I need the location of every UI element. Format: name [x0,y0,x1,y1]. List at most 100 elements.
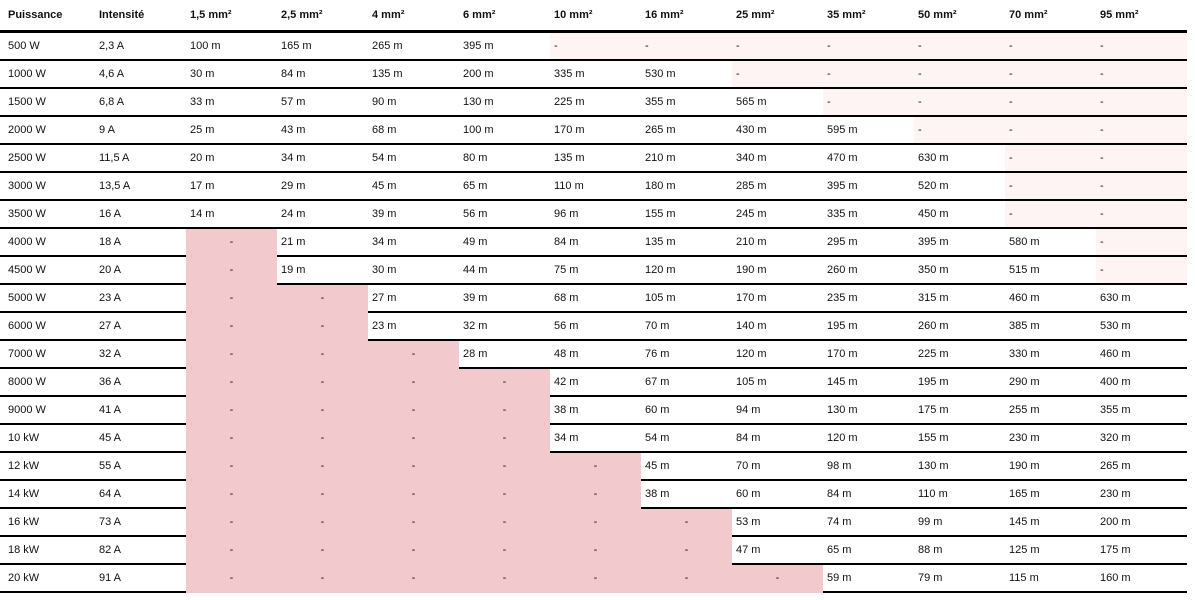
current-cell: 91 A [95,564,186,593]
column-header: 95 mm² [1096,0,1187,33]
length-cell: 39 m [368,200,459,229]
length-cell: 245 m [732,200,823,229]
not-needed-cell: - [1096,31,1187,61]
length-cell: 99 m [914,508,1005,537]
unavailable-cell: - [186,368,277,397]
length-cell: 110 m [914,480,1005,509]
length-cell: 630 m [914,144,1005,173]
unavailable-cell: - [732,564,823,593]
power-cell: 1000 W [0,60,95,89]
length-cell: 295 m [823,228,914,257]
table-row: 9000 W 41 A - - - -38 m 60 m 94 m 130 m 175 m 255 … [0,396,1187,425]
length-cell: 27 m [368,284,459,313]
unavailable-cell: - [459,480,550,509]
unavailable-cell: - [277,284,368,313]
length-cell: 23 m [368,312,459,341]
length-cell: 45 m [368,172,459,201]
current-cell: 55 A [95,452,186,481]
unavailable-cell: - [277,424,368,453]
length-cell: 49 m [459,228,550,257]
current-cell: 82 A [95,536,186,565]
not-needed-cell: - [914,116,1005,145]
not-needed-cell: - [1005,31,1096,61]
length-cell: 53 m [732,508,823,537]
length-cell: 285 m [732,172,823,201]
unavailable-cell: - [641,508,732,537]
length-cell: 130 m [914,452,1005,481]
power-cell: 18 kW [0,536,95,565]
table-row: 18 kW 82 A - - - - - -47 m 65 m 88 m 125 m 175 m [0,536,1187,565]
unavailable-cell: - [368,536,459,565]
length-cell: 470 m [823,144,914,173]
length-cell: 565 m [732,88,823,117]
length-cell: 24 m [277,200,368,229]
table-row: 10 kW 45 A - - - -34 m 54 m 84 m 120 m 155 m 230 m… [0,424,1187,453]
unavailable-cell: - [277,340,368,369]
current-cell: 6,8 A [95,88,186,117]
length-cell: 42 m [550,368,641,397]
power-cell: 3500 W [0,200,95,229]
unavailable-cell: - [459,452,550,481]
not-needed-cell: - [1005,116,1096,145]
not-needed-cell: - [641,31,732,61]
power-cell: 9000 W [0,396,95,425]
unavailable-cell: - [459,396,550,425]
unavailable-cell: - [641,536,732,565]
table-row: 20 kW 91 A - - - - - - -59 m 79 m 115 m 160 m [0,564,1187,593]
length-cell: 20 m [186,144,277,173]
length-cell: 120 m [732,340,823,369]
length-cell: 70 m [641,312,732,341]
length-cell: 135 m [368,60,459,89]
not-needed-cell: - [732,60,823,89]
unavailable-cell: - [368,396,459,425]
length-cell: 145 m [1005,508,1096,537]
length-cell: 84 m [823,480,914,509]
length-cell: 105 m [732,368,823,397]
length-cell: 450 m [914,200,1005,229]
unavailable-cell: - [459,536,550,565]
header-row: Puissance Intensité 1,5 mm² 2,5 mm² 4 mm² 6 m… [0,0,1187,33]
unavailable-cell: - [459,508,550,537]
column-header: 4 mm² [368,0,459,33]
length-cell: 19 m [277,256,368,285]
not-needed-cell: - [1096,88,1187,117]
length-cell: 520 m [914,172,1005,201]
length-cell: 98 m [823,452,914,481]
power-cell: 4000 W [0,228,95,257]
table-row: 16 kW 73 A - - - - - -53 m 74 m 99 m 145 m 200 m [0,508,1187,537]
unavailable-cell: - [186,396,277,425]
length-cell: 67 m [641,368,732,397]
length-cell: 335 m [550,60,641,89]
power-cell: 10 kW [0,424,95,453]
length-cell: 255 m [1005,396,1096,425]
power-cell: 500 W [0,31,95,61]
length-cell: 175 m [1096,536,1187,565]
length-cell: 530 m [641,60,732,89]
length-cell: 57 m [277,88,368,117]
current-cell: 18 A [95,228,186,257]
length-cell: 14 m [186,200,277,229]
length-cell: 130 m [459,88,550,117]
length-cell: 84 m [732,424,823,453]
power-cell: 4500 W [0,256,95,285]
length-cell: 225 m [550,88,641,117]
length-cell: 140 m [732,312,823,341]
length-cell: 47 m [732,536,823,565]
power-cell: 2500 W [0,144,95,173]
length-cell: 210 m [641,144,732,173]
unavailable-cell: - [186,284,277,313]
length-cell: 48 m [550,340,641,369]
length-cell: 190 m [1005,452,1096,481]
unavailable-cell: - [186,564,277,593]
current-cell: 36 A [95,368,186,397]
column-header: 70 mm² [1005,0,1096,33]
length-cell: 28 m [459,340,550,369]
table-row: 2500 W 11,5 A 20 m 34 m 54 m 80 m 135 m 210 m 34… [0,144,1187,173]
current-cell: 45 A [95,424,186,453]
length-cell: 60 m [732,480,823,509]
not-needed-cell: - [1096,200,1187,229]
length-cell: 395 m [459,31,550,61]
length-cell: 340 m [732,144,823,173]
current-cell: 32 A [95,340,186,369]
length-cell: 84 m [550,228,641,257]
